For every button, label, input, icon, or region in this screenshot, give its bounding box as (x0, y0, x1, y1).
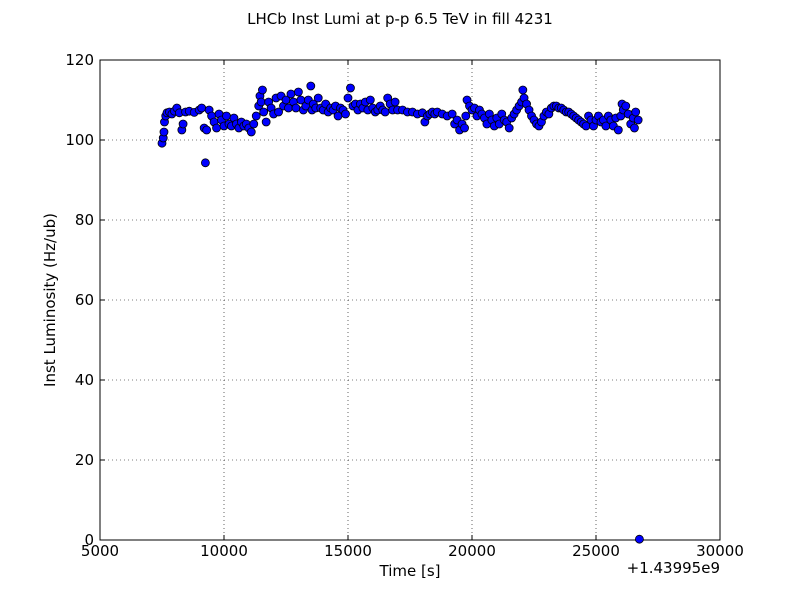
data-point (159, 127, 169, 137)
data-point (631, 107, 641, 117)
data-point (365, 95, 375, 105)
data-point (222, 111, 231, 121)
y-tick-label: 60 (75, 291, 94, 309)
data-point (346, 83, 355, 93)
data-point (390, 97, 400, 107)
data-point (635, 534, 644, 544)
data-point (293, 87, 303, 97)
data-point (460, 123, 469, 133)
data-point (447, 109, 457, 119)
data-point (200, 158, 210, 168)
data-point (251, 111, 261, 121)
data-point (256, 97, 266, 107)
data-point (341, 109, 350, 119)
x-tick-labels: 5000 10000 15000 20000 25000 30000 (81, 542, 744, 560)
data-point (202, 125, 212, 135)
x-tick-label: 30000 (696, 542, 744, 560)
y-tick-label: 120 (65, 51, 94, 69)
data-point (313, 93, 323, 103)
data-point (504, 123, 514, 133)
x-tick-label: 5000 (81, 542, 119, 560)
x-tick-label: 15000 (324, 542, 372, 560)
data-point (306, 81, 316, 91)
data-point (249, 119, 259, 129)
x-tick-label: 25000 (572, 542, 620, 560)
data-point (613, 125, 623, 135)
grid-lines (100, 60, 720, 540)
data-point (286, 89, 296, 99)
data-point (343, 93, 353, 103)
data-point (197, 103, 207, 113)
x-tick-label: 10000 (200, 542, 248, 560)
data-point (633, 115, 643, 125)
x-offset-label: +1.43995e9 (627, 559, 720, 577)
x-tick-label: 20000 (448, 542, 496, 560)
y-tick-labels: 0 20 40 60 80 100 120 (65, 51, 94, 549)
data-point (518, 85, 528, 95)
data-point (246, 127, 256, 137)
data-point (461, 111, 471, 121)
data-point (380, 107, 390, 117)
data-point (212, 123, 221, 133)
data-point (291, 103, 301, 113)
data-point (178, 119, 188, 129)
data-point (630, 123, 639, 133)
x-axis-label: Time [s] (379, 562, 441, 580)
y-tick-label: 80 (75, 211, 94, 229)
data-point (274, 107, 283, 117)
chart-title: LHCb Inst Lumi at p-p 6.5 TeV in fill 42… (247, 10, 553, 28)
data-point (261, 117, 271, 127)
y-tick-label: 20 (75, 451, 94, 469)
data-point (259, 107, 269, 117)
y-axis-label: Inst Luminosity (Hz/ub) (41, 213, 59, 387)
y-tick-label: 0 (84, 531, 94, 549)
data-point (621, 101, 631, 111)
axis-ticks (99, 59, 721, 541)
y-tick-label: 100 (65, 131, 94, 149)
data-point (258, 85, 267, 95)
y-tick-label: 40 (75, 371, 94, 389)
data-points (157, 81, 644, 544)
